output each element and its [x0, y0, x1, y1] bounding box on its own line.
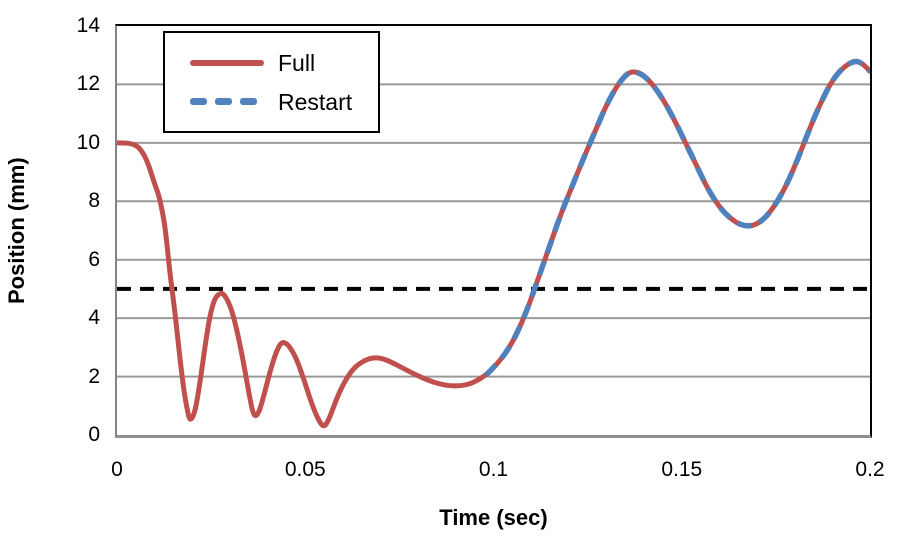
x-tick-label: 0.05: [284, 458, 326, 481]
y-tick-label: 4: [88, 306, 100, 330]
plot-canvas: [117, 58, 870, 429]
y-tick-label: 0: [88, 423, 100, 446]
y-tick-label: 8: [88, 189, 100, 213]
restart-dash-segment: [190, 98, 207, 105]
x-tick-label: 0.1: [478, 458, 509, 481]
x-tick-label: 0.2: [855, 458, 885, 481]
y-tick-label: 14: [76, 14, 100, 37]
y-tick-label: 12: [76, 72, 100, 96]
restart-series-line: [484, 58, 870, 378]
x-tick-label: 0: [111, 458, 123, 481]
x-tick-label: 0.15: [661, 458, 703, 481]
legend: Full Restart: [163, 31, 380, 133]
x-axis-title: Time (sec): [439, 505, 548, 530]
restart-dash-segment: [240, 98, 257, 105]
legend-label-restart: Restart: [278, 88, 353, 115]
y-axis-title: Position (mm): [4, 157, 29, 304]
y-tick-label: 2: [88, 364, 100, 388]
y-tick-label: 6: [88, 247, 100, 271]
full-line-swatch-icon: [190, 59, 264, 66]
legend-item-full: Full: [190, 48, 378, 78]
y-tick-label: 10: [76, 130, 100, 154]
legend-item-restart: Restart: [190, 87, 378, 117]
restart-dash-segment: [215, 98, 232, 105]
plot-area: [115, 24, 872, 438]
legend-label-full: Full: [278, 49, 316, 76]
restart-dashed-line-swatch-icon: [190, 98, 264, 105]
